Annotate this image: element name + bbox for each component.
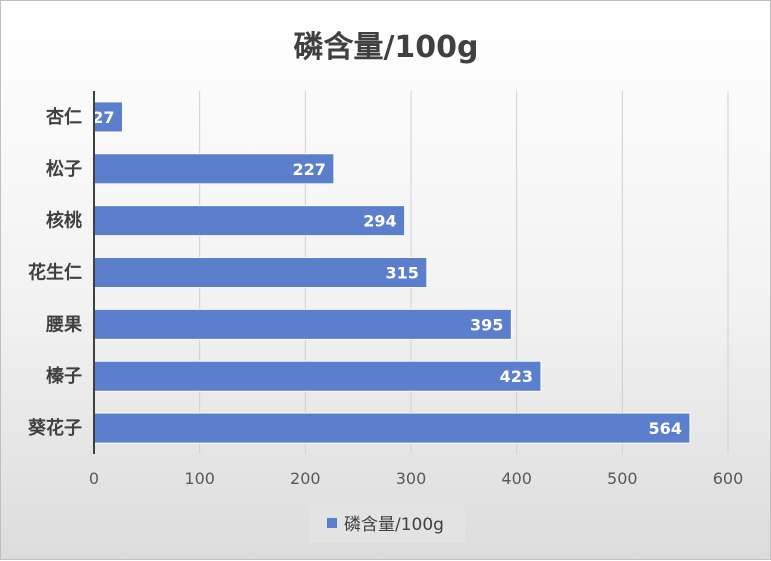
bar <box>93 308 512 340</box>
x-tick-label: 200 <box>290 469 321 488</box>
data-label: 315 <box>385 264 418 283</box>
chart-title: 磷含量/100g <box>293 30 478 65</box>
category-label: 杏仁 <box>46 106 82 128</box>
category-label: 松子 <box>46 158 82 180</box>
category-label: 花生仁 <box>28 262 82 284</box>
data-label: 423 <box>500 367 533 386</box>
x-tick-label: 400 <box>501 469 532 488</box>
legend-label: 磷含量/100g <box>344 515 444 535</box>
labels: 0 100 200 300 400 500 600 杏仁 27 松子 227 核桃 294 花生仁 315 腰… <box>27 106 743 488</box>
category-label: 榛子 <box>46 365 82 387</box>
bar <box>93 360 542 392</box>
data-label: 395 <box>470 315 503 334</box>
bar <box>93 412 691 444</box>
category-label: 腰果 <box>45 314 83 335</box>
data-label: 564 <box>649 419 682 438</box>
x-tick-label: 0 <box>89 469 99 488</box>
bar <box>93 256 428 289</box>
bars <box>93 101 691 444</box>
category-label: 葵花子 <box>27 417 82 439</box>
legend-swatch <box>327 518 337 528</box>
bar <box>93 101 124 133</box>
data-label: 27 <box>92 108 114 127</box>
legend: 磷含量/100g <box>309 503 465 543</box>
x-tick-label: 500 <box>607 469 638 488</box>
data-label: 294 <box>363 212 396 231</box>
data-label: 227 <box>292 160 325 179</box>
x-tick-label: 300 <box>396 469 427 488</box>
x-tick-label: 100 <box>184 469 215 488</box>
category-label: 核桃 <box>46 210 82 232</box>
bar <box>93 205 406 237</box>
x-tick-label: 600 <box>713 469 744 488</box>
